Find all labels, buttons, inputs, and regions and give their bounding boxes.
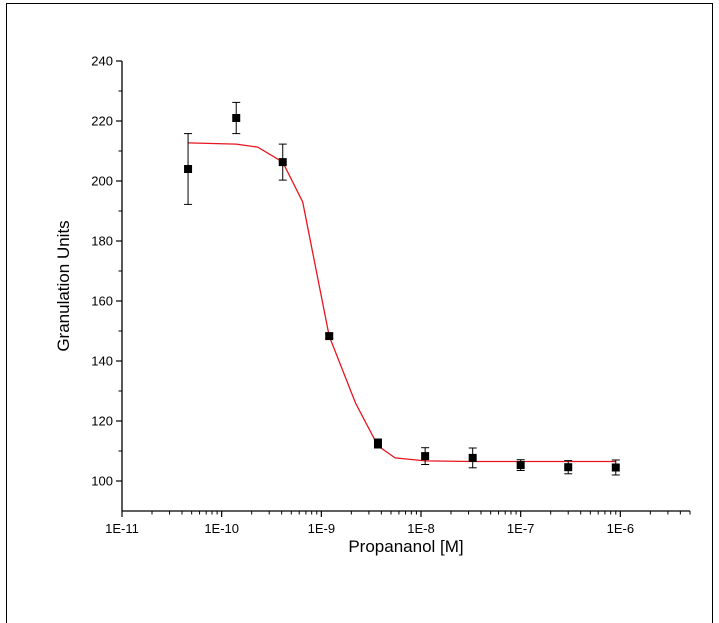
data-point — [564, 463, 573, 472]
data-point-group — [184, 133, 193, 205]
y-tick-label: 160 — [91, 294, 113, 309]
data-point — [373, 439, 382, 448]
axes: 100 120 140 160 180 200 220 240 1E-11 1E-10 1E-9 1E… — [91, 54, 691, 536]
data-point — [278, 158, 287, 167]
data-point-group — [232, 101, 241, 135]
x-tick-label: 1E-11 — [105, 521, 139, 536]
data-point — [611, 463, 620, 472]
data-point-group — [421, 447, 430, 465]
data-point-group — [373, 438, 382, 449]
y-tick-label: 240 — [91, 54, 113, 69]
data-point-group — [611, 459, 620, 476]
y-tick-label: 140 — [91, 354, 113, 369]
data-point — [232, 114, 241, 122]
data-point — [184, 165, 193, 173]
x-axis-title: Propananol [M] — [348, 537, 463, 556]
data-point — [468, 453, 477, 462]
x-tick-label: 1E-6 — [607, 521, 634, 536]
data-point — [325, 332, 334, 341]
data-point — [516, 461, 525, 470]
x-tick-label: 1E-9 — [308, 521, 335, 536]
y-tick-label: 220 — [91, 114, 113, 129]
x-tick-label: 1E-10 — [204, 521, 239, 536]
points-layer — [184, 101, 620, 476]
y-tick-label: 120 — [91, 414, 113, 429]
data-point-group — [564, 460, 573, 475]
labels: Propananol [M] Granulation Units — [54, 220, 464, 556]
data-point-group — [325, 332, 334, 341]
figure-frame — [6, 3, 713, 623]
fit-layer — [188, 142, 616, 463]
x-tick-label: 1E-8 — [407, 521, 434, 536]
data-point — [421, 452, 430, 461]
y-tick-label: 180 — [91, 234, 113, 249]
data-point-group — [278, 143, 287, 181]
data-point-group — [468, 447, 477, 469]
y-axis-title: Granulation Units — [54, 220, 73, 351]
x-tick-label: 1E-7 — [507, 521, 534, 536]
data-point-group — [516, 459, 525, 471]
y-tick-label: 100 — [91, 474, 113, 489]
y-tick-label: 200 — [91, 174, 113, 189]
fit-curve — [188, 142, 616, 463]
